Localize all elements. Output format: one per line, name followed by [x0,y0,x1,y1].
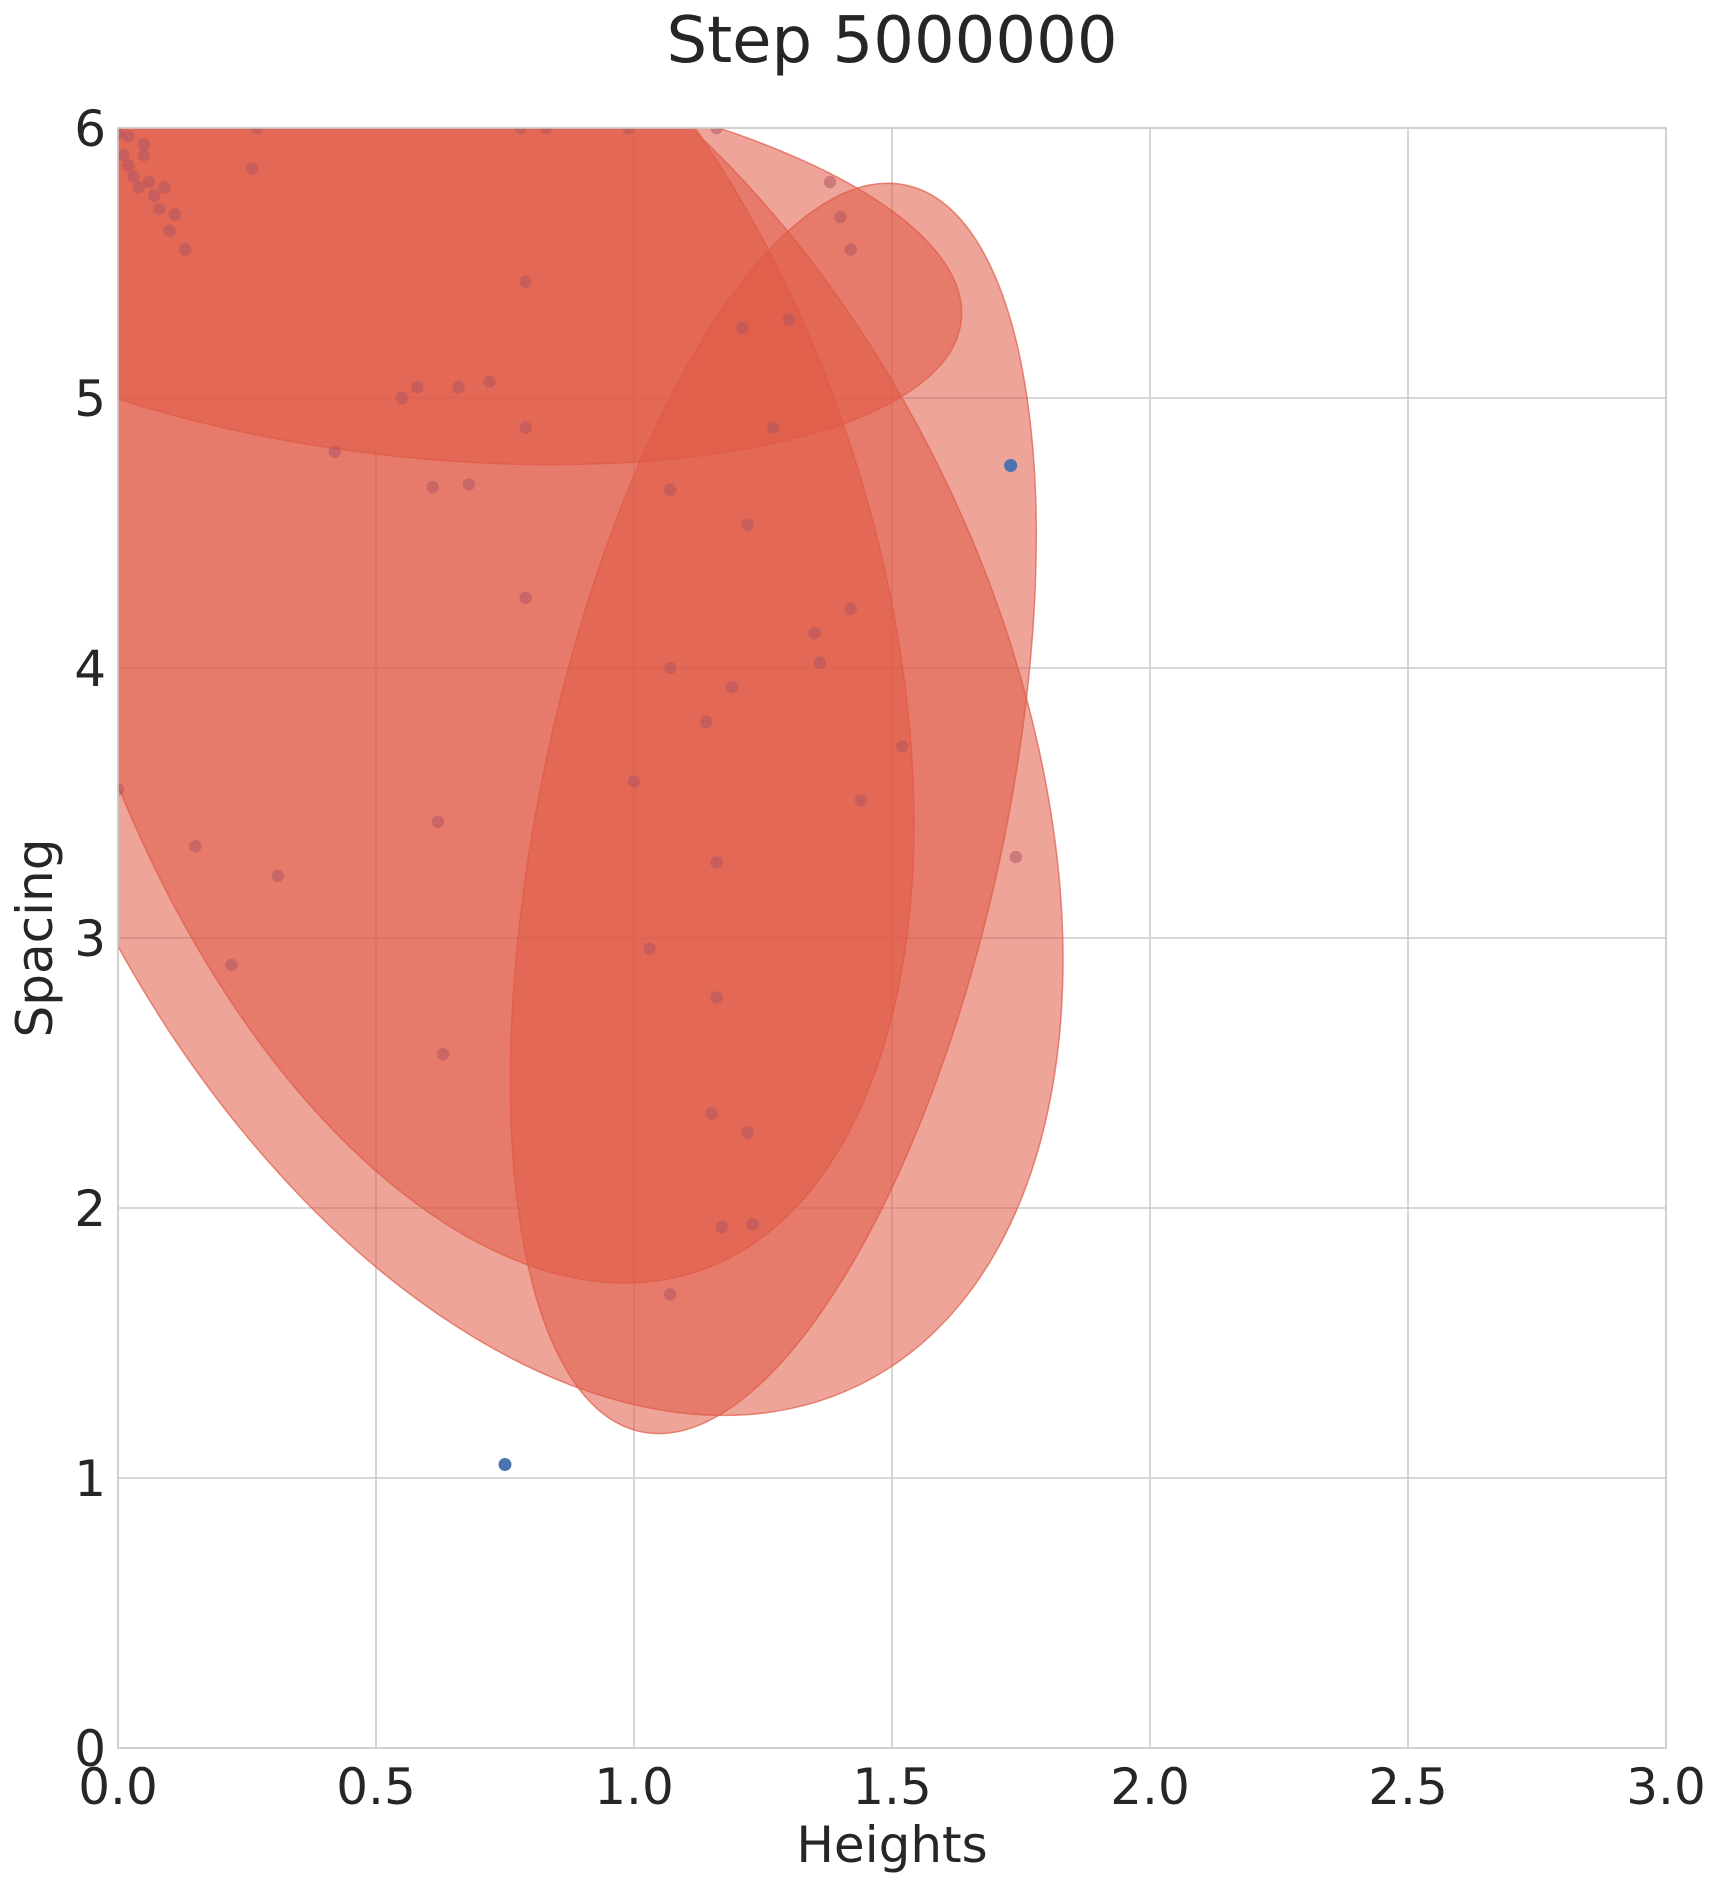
y-tick-label: 1 [74,1450,106,1508]
scatter-point [519,591,532,604]
scatter-point [1009,850,1023,864]
scatter-point [483,375,496,388]
x-tick-label: 1.5 [852,1758,932,1816]
scatter-point [271,869,285,883]
x-axis-label: Heights [796,1816,987,1874]
scatter-point-visible [1004,459,1018,472]
scatter-point [189,840,202,853]
scatter-point [127,170,140,183]
scatter-point [643,942,656,955]
ellipse-right-vertical [509,182,1038,1435]
scatter-point [452,381,465,394]
scatter-point [896,740,909,753]
scatter-point [854,794,868,807]
scatter-point [705,1107,718,1120]
scatter-point [519,421,532,434]
scatter-point [245,162,259,175]
scatter-point [395,391,408,405]
scatter-point [158,181,171,194]
scatter-point [622,128,636,135]
scatter-point [710,128,723,135]
x-tick-label: 2.0 [1110,1758,1190,1816]
scatter-point [462,478,476,491]
y-tick-label: 5 [74,370,106,428]
tick-labels: 0.0 0.5 1.0 1.5 2.0 2.5 3.0 0 1 2 3 4 5 6 [74,100,1706,1816]
scatter-point [153,202,166,216]
scatter-point [328,445,341,459]
scatter-point [118,783,125,796]
scatter-point [813,656,826,669]
scatter-point [540,128,553,135]
y-tick-label: 2 [74,1180,106,1238]
scatter-point [168,208,181,221]
y-tick-label: 3 [74,910,106,968]
scatter-point [627,775,641,788]
ellipse-layer [118,128,1064,1435]
scatter-point [122,159,135,172]
plot-frame [117,127,1667,1749]
scatter-point [122,129,135,143]
scatter-point [519,275,532,289]
scatter-point [178,243,192,256]
scatter-point [741,1126,754,1139]
scatter-point [741,518,754,532]
scatter-point [715,1220,728,1234]
scatter-point [834,210,847,224]
ellipse-top-flat [118,128,963,466]
scatter-point [844,243,857,256]
scatter-point [700,715,713,729]
scatter-point [426,480,439,494]
x-tick-label: 3.0 [1626,1758,1706,1816]
x-tick-label: 1.0 [594,1758,674,1816]
scatter-point [251,128,264,135]
scatter-point [147,189,161,202]
y-tick-label: 0 [74,1720,106,1778]
scatter-point [782,313,795,326]
scatter-point [663,483,677,496]
scatter-point [225,958,238,972]
y-axis-label: Spacing [6,839,64,1038]
x-tick-label: 0.0 [78,1758,158,1816]
scatter-point [137,148,150,162]
x-tick-label: 2.5 [1368,1758,1448,1816]
scatter-point [725,680,739,694]
scatter-point [132,181,145,194]
scatter-point [736,321,749,334]
y-tick-label: 6 [74,100,106,158]
scatter-point [710,991,723,1004]
scatter-point [431,815,445,829]
chart-title: Step 5000000 [666,4,1117,78]
scatter-point [118,148,130,162]
scatter-point [514,128,527,135]
scatter-point [142,175,156,189]
scatter-point [163,224,176,237]
x-tick-label: 0.5 [336,1758,416,1816]
scatter-point [663,1288,677,1301]
scatter-point [746,1218,759,1231]
scatter-point [767,421,780,434]
scatter-point [663,661,677,675]
scatter-point [844,602,857,615]
scatter-point [411,381,424,394]
scatter-point [436,1047,450,1061]
scatter-point [710,856,723,869]
scatter-point [823,175,837,189]
y-tick-label: 4 [74,640,106,698]
scatter-point-visible [498,1458,512,1471]
point-layer [118,128,1023,1471]
scatter-point [808,626,821,640]
scatter-point [137,138,150,151]
